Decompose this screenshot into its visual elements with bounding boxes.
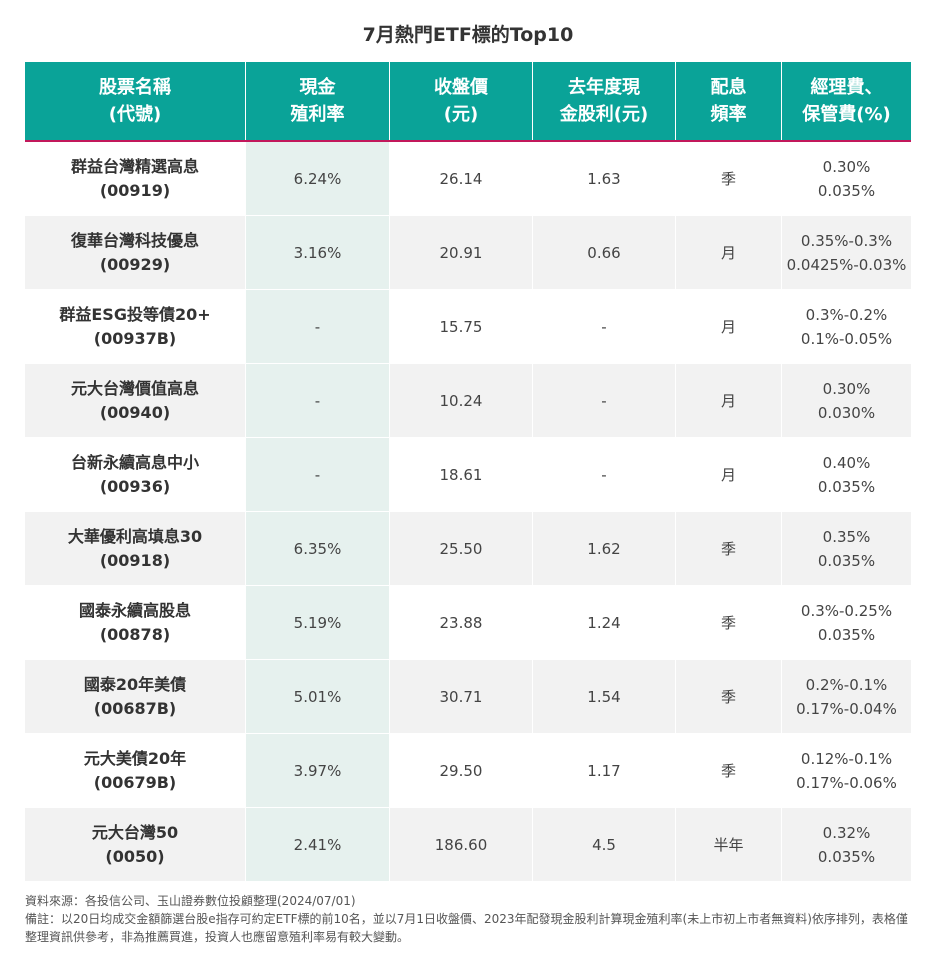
cell-name: 元大台灣50 (0050): [25, 807, 246, 882]
cell-frequency: 月: [675, 289, 782, 364]
cell-dividend: 1.54: [532, 659, 676, 734]
cell-price: 10.24: [389, 363, 533, 438]
cell-price: 29.50: [389, 733, 533, 808]
cell-dividend: 1.24: [532, 585, 676, 660]
source-note: 資料來源：各投信公司、玉山證券數位投顧整理(2024/07/01): [25, 894, 356, 908]
cell-price: 25.50: [389, 511, 533, 586]
cell-frequency: 季: [675, 733, 782, 808]
etf-table: 股票名稱 (代號) 現金 殖利率 收盤價 (元) 去年度現 金股利(元) 配息 頻率 經理…: [25, 62, 911, 882]
table-row: 復華台灣科技優息 (00929) 3.16% 20.91 0.66 月 0.35%…: [25, 215, 911, 290]
cell-dividend: -: [532, 363, 676, 438]
table-row: 大華優利高填息30 (00918) 6.35% 25.50 1.62 季 0.35…: [25, 511, 911, 586]
cell-name: 元大美債20年 (00679B): [25, 733, 246, 808]
cell-fees: 0.12%-0.1% 0.17%-0.06%: [781, 733, 911, 808]
table-row: 國泰永續高股息 (00878) 5.19% 23.88 1.24 季 0.3%-0…: [25, 585, 911, 660]
cell-fees: 0.2%-0.1% 0.17%-0.04%: [781, 659, 911, 734]
cell-fees: 0.30% 0.030%: [781, 363, 911, 438]
cell-dividend: 4.5: [532, 807, 676, 882]
cell-name: 大華優利高填息30 (00918): [25, 511, 246, 586]
cell-frequency: 季: [675, 511, 782, 586]
cell-fees: 0.40% 0.035%: [781, 437, 911, 512]
cell-fees: 0.3%-0.2% 0.1%-0.05%: [781, 289, 911, 364]
header-dividend-frequency: 配息 頻率: [675, 62, 782, 142]
cell-dividend: 1.17: [532, 733, 676, 808]
cell-frequency: 季: [675, 585, 782, 660]
cell-price: 26.14: [389, 141, 533, 216]
cell-dividend: 1.62: [532, 511, 676, 586]
cell-price: 30.71: [389, 659, 533, 734]
cell-frequency: 月: [675, 437, 782, 512]
cell-name: 國泰永續高股息 (00878): [25, 585, 246, 660]
header-fees: 經理費、 保管費(%): [781, 62, 911, 142]
cell-name: 台新永續高息中小 (00936): [25, 437, 246, 512]
cell-yield: 3.97%: [245, 733, 390, 808]
cell-price: 186.60: [389, 807, 533, 882]
header-cash-yield: 現金 殖利率: [245, 62, 390, 142]
cell-dividend: -: [532, 289, 676, 364]
table-body: 群益台灣精選高息 (00919) 6.24% 26.14 1.63 季 0.30%…: [25, 141, 911, 882]
cell-yield: -: [245, 289, 390, 364]
cell-yield: -: [245, 437, 390, 512]
cell-yield: 6.24%: [245, 141, 390, 216]
cell-fees: 0.30% 0.035%: [781, 141, 911, 216]
cell-fees: 0.35%-0.3% 0.0425%-0.03%: [781, 215, 911, 290]
table-row: 國泰20年美債 (00687B) 5.01% 30.71 1.54 季 0.2%-…: [25, 659, 911, 734]
table-row: 台新永續高息中小 (00936) - 18.61 - 月 0.40% 0.035%: [25, 437, 911, 512]
footnotes: 資料來源：各投信公司、玉山證券數位投顧整理(2024/07/01) 備註：以20…: [25, 892, 911, 946]
header-stock-name: 股票名稱 (代號): [25, 62, 246, 142]
cell-price: 23.88: [389, 585, 533, 660]
chart-title: 7月熱門ETF標的Top10: [362, 24, 574, 46]
table-row: 群益台灣精選高息 (00919) 6.24% 26.14 1.63 季 0.30%…: [25, 141, 911, 216]
cell-frequency: 季: [675, 141, 782, 216]
table-row: 元大美債20年 (00679B) 3.97% 29.50 1.17 季 0.12%…: [25, 733, 911, 808]
cell-yield: 3.16%: [245, 215, 390, 290]
cell-yield: 5.01%: [245, 659, 390, 734]
cell-frequency: 月: [675, 363, 782, 438]
cell-dividend: 0.66: [532, 215, 676, 290]
cell-frequency: 月: [675, 215, 782, 290]
cell-yield: -: [245, 363, 390, 438]
cell-yield: 6.35%: [245, 511, 390, 586]
cell-frequency: 季: [675, 659, 782, 734]
cell-frequency: 半年: [675, 807, 782, 882]
cell-yield: 5.19%: [245, 585, 390, 660]
cell-name: 國泰20年美債 (00687B): [25, 659, 246, 734]
cell-dividend: 1.63: [532, 141, 676, 216]
remark-note: 備註：以20日均成交金額篩選台股e指存可約定ETF標的前10名，並以7月1日收盤…: [25, 912, 908, 944]
table-row: 元大台灣價值高息 (00940) - 10.24 - 月 0.30% 0.030%: [25, 363, 911, 438]
header-close-price: 收盤價 (元): [389, 62, 533, 142]
cell-name: 群益台灣精選高息 (00919): [25, 141, 246, 216]
cell-fees: 0.35% 0.035%: [781, 511, 911, 586]
cell-price: 18.61: [389, 437, 533, 512]
table-row: 元大台灣50 (0050) 2.41% 186.60 4.5 半年 0.32% 0.…: [25, 807, 911, 882]
cell-dividend: -: [532, 437, 676, 512]
cell-price: 15.75: [389, 289, 533, 364]
cell-name: 群益ESG投等債20+ (00937B): [25, 289, 246, 364]
cell-name: 復華台灣科技優息 (00929): [25, 215, 246, 290]
cell-fees: 0.32% 0.035%: [781, 807, 911, 882]
table-row: 群益ESG投等債20+ (00937B) - 15.75 - 月 0.3%-0.2…: [25, 289, 911, 364]
cell-price: 20.91: [389, 215, 533, 290]
table-header-row: 股票名稱 (代號) 現金 殖利率 收盤價 (元) 去年度現 金股利(元) 配息 頻率 經理…: [25, 62, 911, 142]
cell-name: 元大台灣價值高息 (00940): [25, 363, 246, 438]
cell-fees: 0.3%-0.25% 0.035%: [781, 585, 911, 660]
header-last-year-dividend: 去年度現 金股利(元): [532, 62, 676, 142]
cell-yield: 2.41%: [245, 807, 390, 882]
